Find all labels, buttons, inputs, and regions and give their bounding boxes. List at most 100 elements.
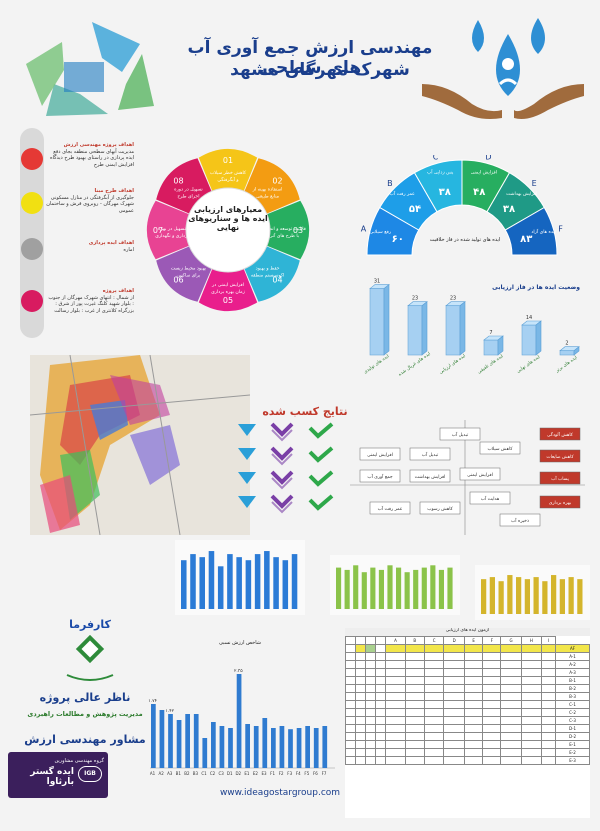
ideas-status-bars: 31 ایده های تولیدی 23 ایده های غربال شده 23 ا…	[363, 279, 580, 378]
gauge-label: افزایش ایمنی	[471, 170, 497, 175]
mini-bar	[481, 579, 487, 614]
mini-bar	[344, 569, 350, 609]
bar	[559, 350, 575, 356]
category-label: F3	[287, 771, 292, 776]
category-label: F1	[270, 771, 275, 776]
category-label: A2	[159, 771, 165, 776]
recycle-graphic	[26, 22, 154, 116]
matrix-cell	[423, 724, 445, 733]
result-chevron	[270, 470, 294, 485]
matrix-row-label: A-1	[555, 652, 590, 661]
result-arrow-down	[238, 448, 256, 460]
petal-label: با طرح های آتی	[269, 233, 299, 239]
matrix-cell	[355, 732, 367, 741]
matrix-cell	[500, 692, 522, 701]
company-line2: ایده گستر بارثاوا	[30, 767, 74, 787]
flow-node-label: تبدیل آب	[452, 432, 469, 438]
flow-node	[479, 441, 521, 455]
flow-node-label: افزایش ایمنی	[467, 473, 493, 478]
flow-node-label: پساب آب	[551, 476, 570, 482]
results-title: نتایج کسب شده	[262, 405, 348, 418]
matrix-cell	[482, 668, 502, 677]
category-label: C2	[210, 771, 216, 776]
gauge-letter: A	[361, 225, 367, 234]
matrix-cell	[345, 740, 357, 749]
gauge-value: ۸۳	[520, 234, 532, 245]
flower-petal	[198, 268, 258, 312]
matrix-cell	[385, 716, 406, 725]
matrix-cell	[482, 732, 502, 741]
matrix-column-letter: E	[463, 636, 484, 645]
gauge-subtitle: ایده های تولید شده در فاز خلاقیت	[429, 237, 501, 243]
matrix-row-label: C-2	[555, 708, 590, 717]
bar-value-label: 23	[450, 296, 456, 302]
side-card-text: مدیریت آبهای سطحی منطقه بجای دفع ایده پر…	[50, 148, 134, 168]
flow-node	[539, 427, 581, 441]
category-label: E2	[253, 771, 259, 776]
category-label: F2	[279, 771, 284, 776]
matrix-column-letter: I	[541, 636, 557, 645]
matrix-cell	[463, 740, 484, 749]
table-row: C-3	[345, 716, 590, 725]
flow-node	[359, 469, 401, 483]
matrix-cell	[500, 716, 522, 725]
petal-label: منابع طبیعی	[256, 194, 279, 199]
flower-center-line1: معیارهای ارزیابی	[193, 205, 263, 214]
matrix-cell	[500, 660, 522, 669]
page-title: مهندسی ارزش جمع آوری آب های سطحی	[187, 38, 433, 78]
chart-title: شاخص ارزش نسبی	[219, 640, 261, 646]
matrix-cell	[423, 652, 445, 661]
result-check	[308, 494, 334, 511]
gauge-label: رفع سیلابی	[370, 230, 391, 235]
category-label: ایده های غربال شده	[398, 352, 432, 378]
petal-label: بهبود محیط زیست	[171, 267, 206, 272]
bar	[253, 726, 259, 768]
bar	[151, 704, 156, 768]
matrix-cell	[423, 692, 445, 701]
gauge-value: ۴۸	[473, 187, 485, 198]
matrix-cell	[520, 732, 543, 741]
flow-node-label: هدایت آب	[481, 496, 500, 502]
matrix-table: A B C D E F G H I AF A-1 A-2 A-3 B-1 B-2 B-3 C-1 C-2 C-3 D-…	[345, 636, 590, 765]
matrix-cell	[355, 652, 367, 661]
mini-bar	[282, 560, 289, 609]
flower-petal	[244, 246, 300, 302]
result-arrow-down	[238, 424, 256, 436]
mini-chart-1	[175, 540, 305, 615]
matrix-cell	[404, 724, 425, 733]
bar	[313, 728, 319, 768]
website-link[interactable]: www.ideagostargroup.com	[219, 788, 341, 798]
mini-bar	[507, 575, 513, 614]
petal-number: 07	[153, 226, 163, 235]
flow-node	[409, 447, 451, 461]
matrix-cell	[365, 684, 377, 693]
flow-node-label: افزایش بهداشت	[415, 475, 446, 480]
mini-bar	[542, 581, 548, 614]
bar-value-label: ۲.۳۵	[234, 668, 243, 674]
mini-bar	[447, 567, 453, 609]
flow-node-label: جمع آوری آب	[367, 474, 392, 480]
results-arrows	[238, 422, 334, 514]
gauge-letter: D	[485, 155, 491, 161]
gauge-label: عمر رفت آب	[390, 191, 416, 197]
ideas-gauge: A رفع سیلابی ۶۰ B عمر رفت آب ۵۴ C پس زدایی آب ۳۸…	[340, 152, 585, 265]
matrix-cell	[541, 708, 557, 717]
matrix-cell	[443, 756, 465, 765]
matrix-cell	[500, 708, 522, 717]
matrix-cell	[443, 700, 465, 709]
result-arrow-down	[238, 496, 256, 508]
nazer-label: ناظر عالی پروژه	[39, 691, 131, 704]
mini-bar	[245, 560, 252, 609]
bar	[202, 738, 208, 768]
matrix-cell	[443, 676, 465, 685]
flow-node	[409, 469, 451, 483]
matrix-cell	[365, 732, 377, 741]
category-label: E3	[261, 771, 267, 776]
mini-bar	[396, 567, 402, 609]
petal-label: افزایش ایمنی در	[211, 283, 244, 288]
matrix-cell	[365, 700, 377, 709]
table-row: B-2	[345, 684, 590, 693]
mini-bar	[190, 554, 196, 609]
mini-bar	[524, 579, 530, 614]
